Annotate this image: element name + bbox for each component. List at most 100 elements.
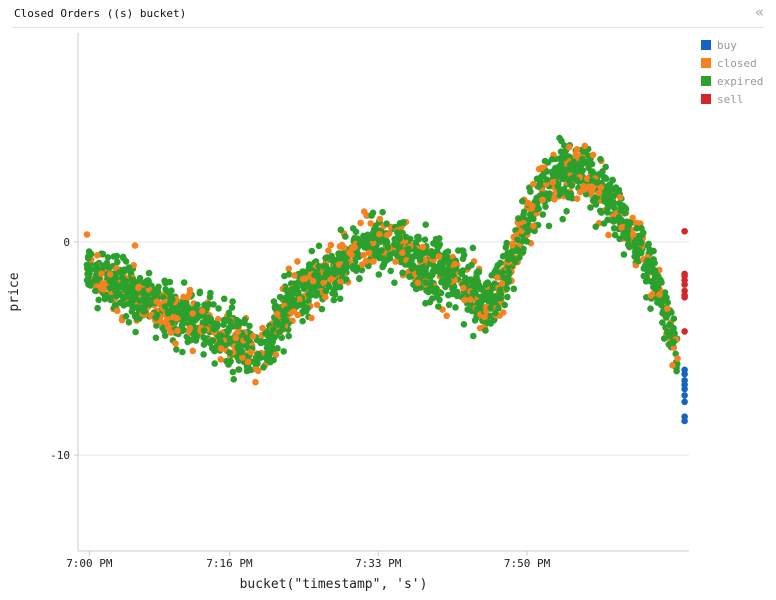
data-point-expired: [383, 220, 390, 227]
data-point-closed: [244, 358, 252, 366]
data-point-expired: [179, 348, 186, 356]
data-point-expired: [217, 338, 224, 345]
data-point-closed: [232, 334, 240, 342]
data-point-closed: [308, 314, 315, 322]
collapse-icon[interactable]: «: [754, 3, 764, 21]
data-point-expired: [321, 273, 329, 281]
data-point-closed: [174, 327, 181, 335]
data-point-expired: [310, 284, 317, 292]
y-tick-label: -10: [50, 449, 70, 462]
data-point-expired: [642, 278, 650, 285]
data-point-expired: [526, 215, 533, 223]
data-point-expired: [571, 165, 578, 172]
data-point-closed: [189, 310, 196, 317]
legend-item-buy[interactable]: buy: [701, 36, 763, 54]
legend-label: expired: [717, 74, 764, 88]
data-point-expired: [545, 222, 553, 230]
data-point-closed: [249, 333, 257, 340]
data-point-expired: [146, 301, 154, 308]
data-point-closed: [186, 325, 194, 332]
data-point-expired: [660, 335, 668, 342]
data-point-closed: [327, 276, 335, 283]
data-point-expired: [515, 215, 522, 222]
data-point-closed: [167, 329, 175, 336]
data-point-expired: [293, 284, 301, 292]
data-point-closed: [476, 324, 484, 332]
panel-title: Closed Orders ((s) bucket): [14, 7, 187, 20]
legend-item-sell[interactable]: sell: [701, 90, 763, 108]
legend-item-closed[interactable]: closed: [701, 54, 763, 72]
data-point-closed: [585, 183, 592, 191]
data-point-expired: [458, 269, 465, 277]
data-point-expired: [151, 292, 159, 299]
data-point-expired: [166, 300, 174, 307]
data-point-expired: [503, 285, 511, 293]
data-point-expired: [666, 321, 673, 329]
data-point-expired: [391, 279, 398, 287]
data-point-expired: [516, 248, 523, 256]
data-point-expired: [180, 313, 187, 320]
data-point-closed: [509, 240, 516, 247]
data-point-expired: [282, 286, 290, 293]
data-point-expired: [635, 246, 643, 254]
data-point-closed: [669, 362, 676, 369]
data-point-closed: [94, 252, 101, 259]
data-point-expired: [624, 235, 632, 243]
data-point-expired: [663, 294, 670, 301]
data-point-expired: [92, 261, 100, 269]
data-point-expired: [564, 192, 572, 199]
data-point-expired: [342, 233, 349, 240]
data-point-expired: [611, 231, 619, 239]
data-point-expired: [153, 322, 160, 329]
data-point-expired: [114, 258, 121, 266]
data-point-closed: [674, 355, 681, 362]
data-point-closed: [272, 351, 280, 359]
data-point-expired: [650, 269, 657, 276]
data-point-closed: [494, 274, 501, 281]
data-point-closed: [538, 164, 546, 172]
data-point-expired: [161, 277, 168, 285]
data-point-expired: [609, 216, 617, 224]
data-point-expired: [299, 283, 307, 290]
data-point-expired: [538, 191, 546, 198]
data-point-expired: [444, 248, 452, 255]
data-point-closed: [376, 215, 384, 223]
data-point-expired: [241, 316, 248, 324]
data-point-closed: [189, 347, 197, 355]
data-point-expired: [469, 244, 477, 252]
data-point-expired: [92, 275, 100, 282]
data-point-expired: [112, 280, 119, 288]
data-point-expired: [375, 271, 383, 278]
data-point-closed: [186, 291, 193, 298]
data-point-expired: [664, 311, 671, 319]
data-point-expired: [356, 275, 363, 282]
data-point-expired: [620, 251, 628, 258]
data-point-closed: [664, 305, 671, 312]
data-point-closed: [572, 150, 580, 158]
legend-item-expired[interactable]: expired: [701, 72, 763, 90]
data-point-expired: [329, 257, 337, 265]
data-point-expired: [330, 296, 338, 304]
data-point-expired: [428, 248, 435, 255]
data-point-expired: [339, 250, 346, 258]
data-point-expired: [535, 183, 542, 190]
data-point-expired: [106, 277, 114, 285]
data-point-closed: [392, 258, 399, 265]
data-point-expired: [487, 304, 494, 312]
data-point-expired: [333, 284, 340, 291]
data-point-closed: [247, 348, 254, 356]
data-point-expired: [285, 271, 293, 278]
data-point-buy: [681, 417, 688, 425]
data-point-expired: [229, 298, 236, 305]
data-point-buy: [681, 385, 688, 393]
data-point-expired: [441, 259, 449, 266]
data-point-expired: [490, 317, 498, 324]
data-point-expired: [527, 188, 534, 195]
data-point-expired: [386, 254, 394, 262]
data-point-expired: [520, 208, 528, 216]
data-point-closed: [573, 195, 581, 202]
data-point-expired: [237, 348, 245, 356]
data-point-expired: [190, 331, 197, 338]
data-point-expired: [210, 325, 218, 333]
data-point-expired: [180, 279, 188, 286]
